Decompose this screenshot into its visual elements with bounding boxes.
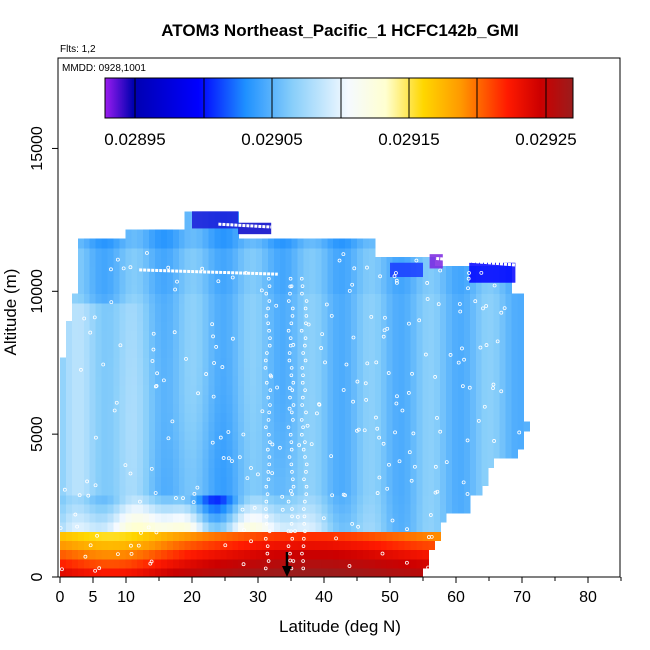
- colorbar-ramp: [104, 77, 574, 119]
- x-tick-label: 80: [579, 589, 597, 606]
- x-tick-label: 50: [381, 589, 399, 606]
- x-axis-label: Latitude (deg N): [279, 617, 401, 636]
- y-axis: 0 5000 10000 15000: [29, 126, 58, 581]
- x-tick-label: 30: [249, 589, 267, 606]
- heatmap-field: [60, 211, 530, 578]
- colorbar: 0.02895 0.02905 0.02915 0.02925: [104, 77, 577, 149]
- x-tick-label: 60: [447, 589, 465, 606]
- x-tick-label: 10: [117, 589, 135, 606]
- x-tick-label: 0: [56, 589, 65, 606]
- y-tick-label: 15000: [29, 126, 46, 171]
- colorbar-label-4: 0.02925: [515, 130, 576, 149]
- latitude-marker-arrow: [282, 552, 292, 577]
- dates-annotation: MMDD: 0928,1001: [62, 63, 146, 74]
- x-tick-label: 40: [315, 589, 333, 606]
- colorbar-label-1: 0.02895: [104, 130, 165, 149]
- y-tick-label: 10000: [29, 269, 46, 314]
- x-tick-label: 20: [183, 589, 201, 606]
- x-tick-label: 70: [513, 589, 531, 606]
- y-axis-label: Altitude (m): [1, 269, 20, 356]
- y-tick-label: 0: [29, 572, 46, 581]
- x-axis: 0 5 10 20 30 40 50 60 70 80: [56, 576, 622, 606]
- flights-annotation: Flts: 1,2: [60, 44, 96, 55]
- colorbar-label-2: 0.02905: [241, 130, 302, 149]
- y-tick-label: 5000: [29, 416, 46, 452]
- observation-points: [58, 222, 523, 573]
- chart-title: ATOM3 Northeast_Pacific_1 HCFC142b_GMI: [161, 21, 518, 40]
- colorbar-label-3: 0.02915: [378, 130, 439, 149]
- x-tick-label: 5: [89, 589, 98, 606]
